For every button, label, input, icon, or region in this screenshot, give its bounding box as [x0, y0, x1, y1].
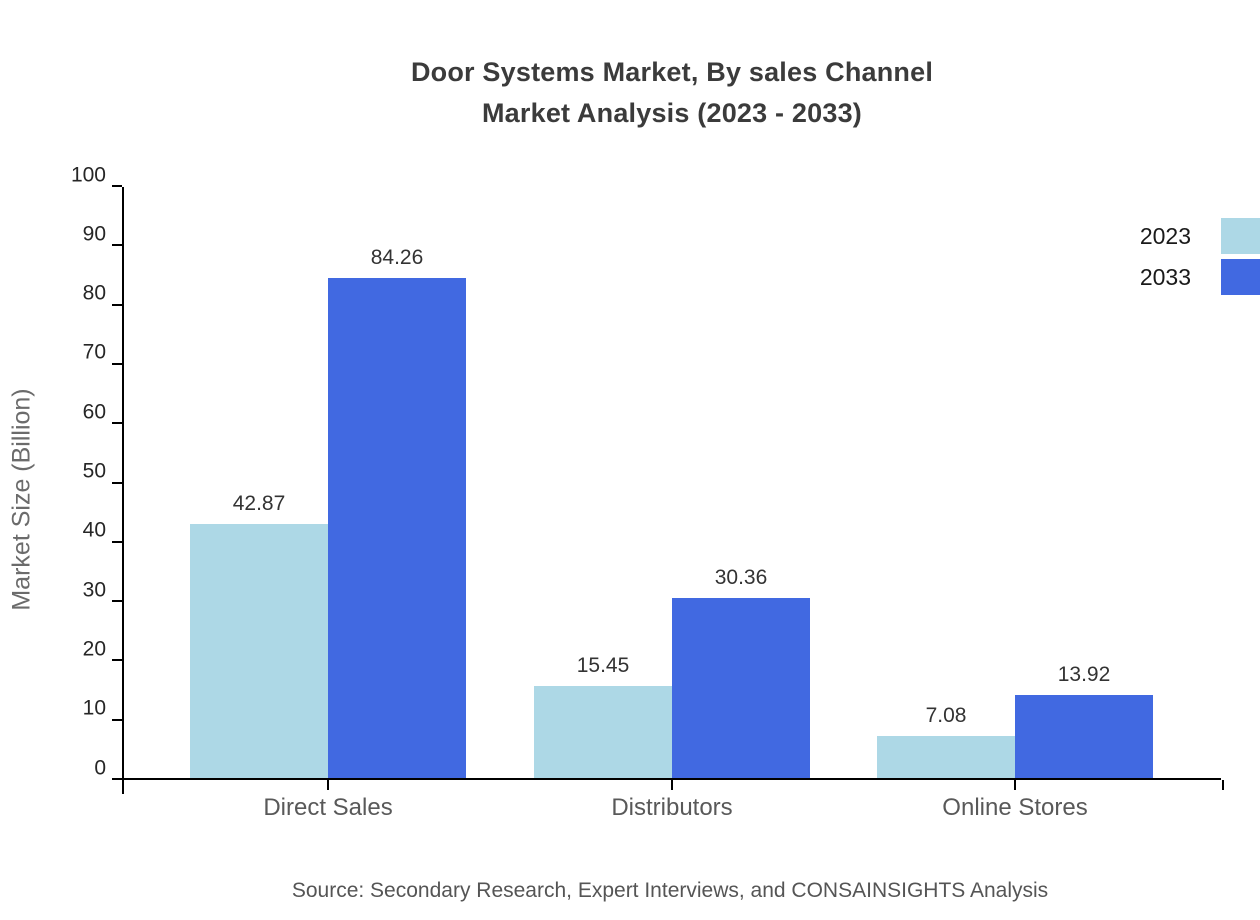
bar-value-label: 13.92 [1057, 663, 1111, 687]
bar-2033-direct-sales [328, 278, 466, 778]
chart-title: Door Systems Market, By sales Channel Ma… [122, 52, 1222, 134]
bar-value-label: 42.87 [232, 491, 286, 515]
y-tick-label: 70 [82, 340, 106, 364]
bar-2033-distributors [672, 597, 810, 778]
y-tick-label: 0 [94, 756, 106, 779]
category-label: Direct Sales [263, 794, 393, 821]
legend-label: 2033 [1139, 263, 1191, 290]
legend-swatch [1221, 218, 1260, 254]
bar-2023-direct-sales [190, 523, 328, 778]
y-tick [112, 244, 122, 247]
category-label: Distributors [611, 794, 733, 821]
y-tick-label: 10 [82, 696, 106, 720]
y-tick [112, 659, 122, 662]
legend: 2023 2033 [1140, 218, 1260, 295]
y-tick [112, 185, 122, 187]
chart-title-line2: Market Analysis (2023 - 2033) [481, 98, 862, 128]
y-tick-label: 90 [82, 222, 106, 246]
x-tick [1014, 780, 1016, 790]
y-tick-label: 50 [82, 459, 106, 483]
bar-value-label: 15.45 [576, 654, 630, 678]
bar-2023-distributors [534, 686, 672, 778]
legend-item-2033: 2033 [1140, 259, 1260, 295]
y-tick [112, 778, 122, 780]
y-tick [112, 481, 122, 484]
bar-2023-online-stores [877, 736, 1015, 778]
x-tick [671, 780, 673, 790]
y-tick-label: 30 [82, 578, 106, 602]
category-label: Online Stores [942, 794, 1088, 821]
y-axis-title: Market Size (Billion) [7, 388, 36, 611]
y-tick-label: 20 [82, 637, 106, 661]
y-tick [112, 718, 122, 721]
legend-item-2023: 2023 [1140, 218, 1260, 254]
plot-area: 0 10 20 30 40 50 60 70 80 90 100 42.87 84.26 Direct S… [71, 164, 1224, 821]
x-tick [327, 780, 329, 790]
y-tick-label: 60 [82, 400, 106, 424]
bar-value-label: 84.26 [370, 246, 424, 270]
y-tick-label: 80 [82, 281, 106, 305]
y-tick [112, 303, 122, 306]
x-axis-end-tick [1222, 780, 1224, 790]
bar-value-label: 30.36 [714, 565, 768, 589]
legend-swatch [1221, 259, 1260, 295]
y-tick-label: 40 [82, 518, 106, 542]
bar-value-label: 7.08 [925, 704, 967, 728]
y-tick [112, 600, 122, 603]
y-tick-label: 100 [70, 163, 106, 186]
y-axis-line-tail [122, 778, 124, 794]
y-tick [112, 540, 122, 543]
legend-label: 2023 [1139, 222, 1191, 249]
y-tick [112, 422, 122, 425]
bar-2033-online-stores [1015, 695, 1153, 778]
source-note: Source: Secondary Research, Expert Inter… [291, 879, 1049, 902]
chart-title-line1: Door Systems Market, By sales Channel [410, 57, 934, 87]
y-tick [112, 362, 122, 365]
